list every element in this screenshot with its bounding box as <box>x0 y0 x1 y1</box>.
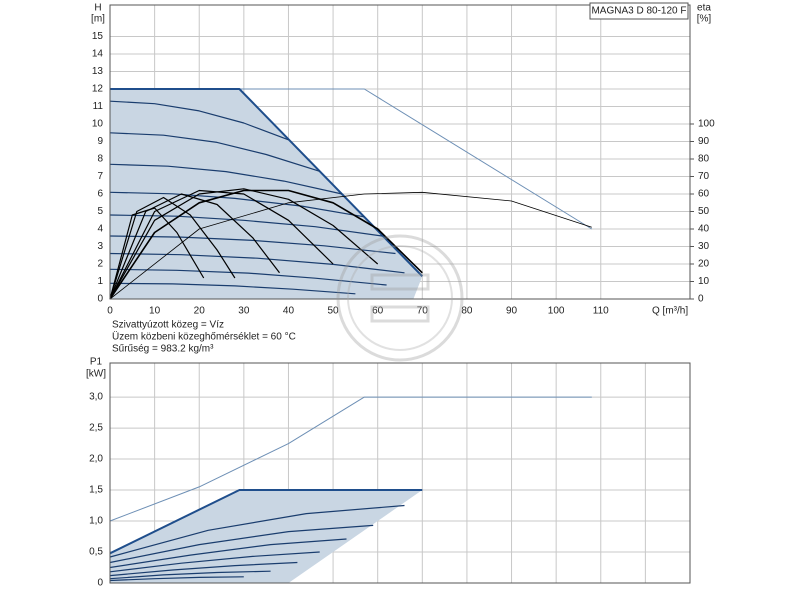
title-box <box>589 2 689 20</box>
series-layer <box>109 88 593 583</box>
y2-tick-label: 70 <box>698 171 710 182</box>
x-tick-label: 100 <box>548 306 565 317</box>
y2-tick-label: 40 <box>698 224 710 235</box>
y2-tick-label: 20 <box>698 259 710 270</box>
x-tick-label: 10 <box>149 306 161 317</box>
y-tick-label: 12 <box>92 84 104 95</box>
x-tick-label: 110 <box>593 306 609 317</box>
y-tick-label: 1,0 <box>89 516 103 527</box>
note: Szivattyúzott közeg = Víz <box>112 320 224 331</box>
curve <box>109 570 271 580</box>
curve <box>109 524 374 564</box>
chart-title: MAGNA3 D 80-120 F <box>591 6 686 17</box>
y-tick-label: 1,5 <box>89 485 103 496</box>
curve <box>110 88 424 277</box>
y-tick-label: 11 <box>93 101 104 112</box>
x-axis-label: Q [m³/h] <box>652 306 688 317</box>
y2-tick-label: 60 <box>698 189 710 200</box>
curve <box>109 252 405 274</box>
y-tick-label: 10 <box>92 119 104 130</box>
curve <box>239 88 593 230</box>
y-axis-label: P1 <box>90 357 103 368</box>
y2-tick-label: 10 <box>698 276 710 287</box>
y-tick-label: 13 <box>92 66 104 77</box>
top-plot-frame <box>109 4 691 300</box>
y-tick-label: 1 <box>97 276 103 287</box>
bottom-plot-frame <box>109 362 691 584</box>
y2-tick-label: 80 <box>698 154 710 165</box>
y-tick-label: 15 <box>92 31 104 42</box>
y-tick-label: 2,0 <box>89 454 103 465</box>
y-tick-label: 9 <box>97 136 103 147</box>
curve <box>109 191 592 300</box>
y2-tick-label: 50 <box>698 206 710 217</box>
curve <box>109 538 347 569</box>
y2-axis-label: eta <box>697 3 711 14</box>
y-tick-label: 8 <box>97 154 103 165</box>
curve <box>109 132 320 172</box>
y-tick-label: 0 <box>97 294 103 305</box>
y-tick-label: 6 <box>97 189 103 200</box>
y-tick-label: 4 <box>97 224 103 235</box>
curve <box>109 396 592 522</box>
y2-tick-label: 0 <box>698 294 704 305</box>
y-tick-label: 14 <box>92 49 104 60</box>
curve <box>109 189 334 300</box>
y-tick-label: 2 <box>97 259 103 270</box>
curve <box>109 551 320 573</box>
curve <box>109 163 343 195</box>
curve <box>109 282 356 295</box>
y-tick-label: 7 <box>97 171 103 182</box>
x-tick-label: 0 <box>107 306 113 317</box>
curve <box>109 561 298 577</box>
y2-tick-label: 90 <box>698 136 710 147</box>
curve <box>109 489 423 555</box>
curve <box>109 189 423 300</box>
curve <box>109 193 280 300</box>
curve <box>109 576 244 582</box>
y-tick-label: 0 <box>97 578 103 589</box>
y2-tick-label: 100 <box>698 119 715 130</box>
y-tick-label: 3 <box>97 241 103 252</box>
x-tick-label: 70 <box>417 306 429 317</box>
curve <box>109 235 396 255</box>
curve <box>109 188 379 300</box>
x-tick-label: 80 <box>461 306 473 317</box>
y-axis-unit: [m] <box>91 14 105 25</box>
x-tick-label: 40 <box>283 306 295 317</box>
operating-area <box>110 490 423 583</box>
frame-layer <box>109 2 691 584</box>
x-tick-label: 60 <box>372 306 384 317</box>
y-tick-label: 5 <box>97 206 103 217</box>
y-tick-label: 3,0 <box>89 392 103 403</box>
x-tick-label: 50 <box>328 306 340 317</box>
note: Üzem közbeni közeghőmérséklet = 60 °C <box>112 331 296 343</box>
y-axis-label: H <box>94 3 101 14</box>
curve <box>109 196 236 300</box>
y-axis-unit: [kW] <box>86 369 106 380</box>
note: Sűrűség = 983.2 kg/m³ <box>112 344 214 355</box>
curve <box>109 504 405 558</box>
x-tick-label: 20 <box>194 306 206 317</box>
curve <box>109 100 289 141</box>
y2-tick-label: 30 <box>698 241 710 252</box>
x-tick-label: 90 <box>506 306 518 317</box>
curve <box>109 191 365 218</box>
curve <box>109 207 205 300</box>
y-tick-label: 0,5 <box>89 547 103 558</box>
curve <box>109 268 387 286</box>
y2-axis-unit: [%] <box>697 14 712 25</box>
watermark <box>336 234 464 362</box>
y-tick-label: 2,5 <box>89 423 103 434</box>
x-tick-label: 30 <box>238 306 250 317</box>
